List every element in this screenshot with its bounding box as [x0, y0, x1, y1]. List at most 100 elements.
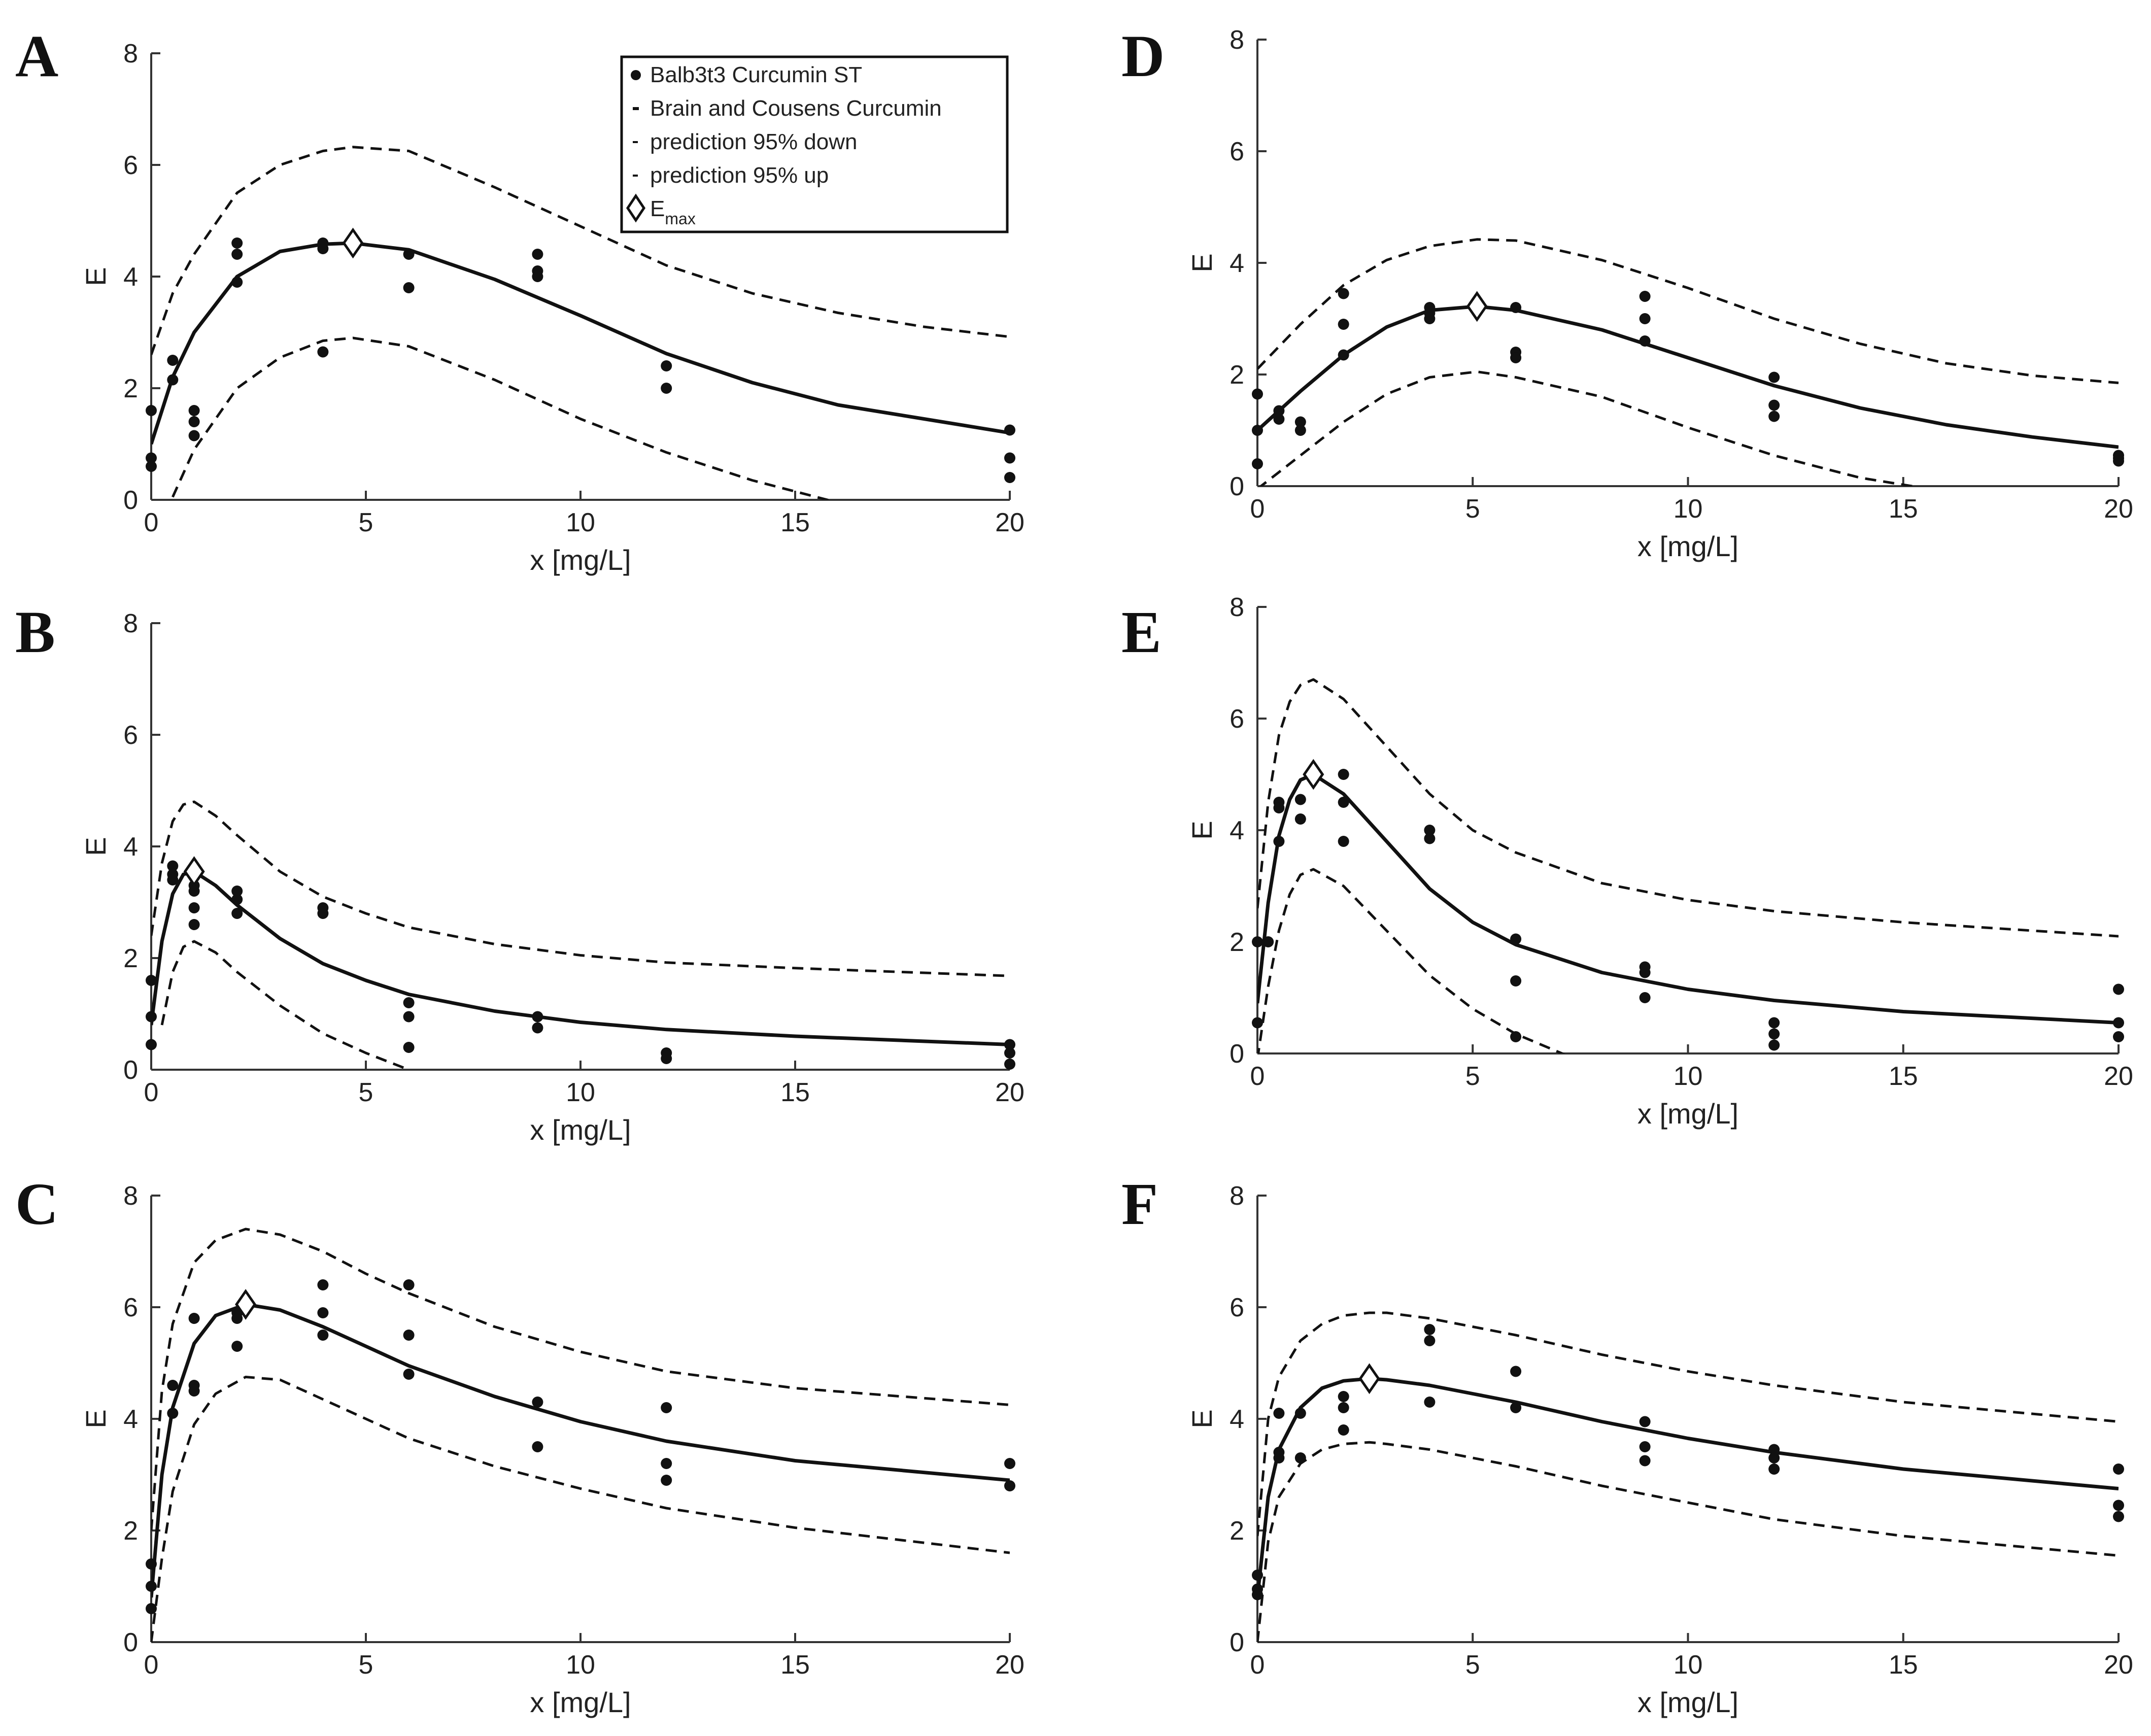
panel-letter: C	[15, 1171, 58, 1237]
data-point	[1424, 1324, 1436, 1335]
data-point	[231, 1313, 243, 1324]
data-point	[1294, 1452, 1306, 1463]
data-point	[231, 908, 243, 919]
data-point	[231, 1341, 243, 1352]
data-point	[1338, 319, 1349, 330]
y-tick-label: 2	[1230, 928, 1244, 957]
data-point	[167, 374, 179, 386]
y-tick-label: 0	[123, 1628, 138, 1657]
data-point	[188, 919, 200, 930]
data-point	[1252, 1570, 1263, 1581]
data-point	[1424, 313, 1436, 324]
data-point	[146, 1039, 157, 1050]
data-point	[167, 860, 179, 872]
y-tick-label: 8	[1230, 1181, 1244, 1211]
data-point	[1768, 399, 1780, 411]
emax-diamond-marker	[183, 856, 205, 887]
data-point	[167, 1408, 179, 1419]
x-tick-label: 15	[1889, 1062, 1918, 1091]
panel-d: D 0 5 10 15 20 0 2 4 6 8 x [mg/L] E	[1121, 23, 2133, 562]
data-point	[403, 1330, 415, 1341]
data-point	[1639, 967, 1651, 978]
data-point	[188, 430, 200, 441]
data-point	[1768, 1017, 1780, 1029]
data-point	[1338, 1402, 1349, 1413]
panel-letter: D	[1121, 23, 1165, 89]
x-tick-label: 10	[566, 1078, 595, 1107]
y-tick-label: 0	[1230, 472, 1244, 501]
data-point	[1294, 1408, 1306, 1419]
x-tick-label: 20	[2104, 494, 2133, 524]
prediction-band-line	[151, 1228, 1010, 1531]
y-tick-label: 4	[123, 1405, 138, 1434]
prediction-band-line	[1257, 678, 2119, 938]
x-tick-label: 5	[1465, 1062, 1480, 1091]
panel-letter: A	[15, 23, 58, 89]
data-point	[1768, 1444, 1780, 1455]
x-axis-label: x [mg/L]	[1637, 1098, 1738, 1130]
data-point	[661, 1475, 672, 1486]
data-point	[1639, 1441, 1651, 1452]
data-point	[317, 1330, 329, 1341]
y-axis-label: E	[1186, 253, 1218, 272]
data-point	[661, 1402, 672, 1413]
legend-label-text: Balb3t3 Curcumin ST	[650, 62, 862, 87]
x-tick-label: 15	[1889, 494, 1918, 524]
panel-b: B 0 5 10 15 20 0 2 4 6 8 x [mg/L] E	[15, 599, 1025, 1146]
data-point	[1273, 836, 1285, 847]
data-point	[2113, 455, 2124, 467]
y-axis-label: E	[80, 837, 112, 856]
data-point	[1639, 335, 1651, 347]
data-point	[1252, 936, 1263, 947]
data-point	[231, 237, 243, 249]
data-point	[1338, 769, 1349, 780]
emax-diamond-marker	[342, 227, 364, 259]
data-point	[1252, 425, 1263, 436]
data-point	[188, 1313, 200, 1324]
data-point	[146, 1581, 157, 1592]
data-point	[188, 1385, 200, 1397]
data-point	[188, 416, 200, 427]
x-axis-label: x [mg/L]	[530, 1686, 631, 1718]
fit-line	[1257, 304, 2119, 449]
x-tick-label: 15	[1889, 1650, 1918, 1680]
data-point	[1273, 405, 1285, 417]
data-point	[1273, 1408, 1285, 1419]
x-tick-label: 5	[359, 508, 373, 537]
legend-dot-marker	[631, 70, 641, 80]
data-point	[1768, 1463, 1780, 1475]
data-points	[1252, 1324, 2124, 1601]
prediction-band-line	[1257, 1311, 2119, 1537]
data-point	[1639, 291, 1651, 302]
data-point	[1510, 933, 1522, 945]
y-tick-label: 4	[123, 262, 138, 292]
x-tick-label: 5	[359, 1650, 373, 1680]
data-point	[1639, 1455, 1651, 1467]
prediction-band-line	[151, 146, 1010, 355]
data-point	[146, 975, 157, 986]
curves	[1257, 1311, 2119, 1642]
data-point	[2113, 1500, 2124, 1511]
data-point	[2113, 1511, 2124, 1522]
data-point	[1338, 1424, 1349, 1436]
data-point	[167, 1380, 179, 1391]
x-tick-label: 0	[144, 1078, 159, 1107]
fit-line	[1257, 1377, 2119, 1598]
x-tick-label: 0	[144, 1650, 159, 1680]
prediction-band-line	[1258, 370, 1920, 486]
data-point	[2113, 1031, 2124, 1042]
data-point	[317, 1307, 329, 1318]
data-point	[2113, 1463, 2124, 1475]
legend-label: prediction 95% up	[650, 163, 829, 188]
data-point	[2113, 983, 2124, 995]
y-tick-label: 8	[123, 609, 138, 638]
x-axis-label: x [mg/L]	[1637, 530, 1738, 562]
panel-letter: B	[15, 599, 55, 665]
data-points	[1252, 288, 2124, 469]
data-point	[1424, 833, 1436, 844]
data-point	[661, 1053, 672, 1064]
data-point	[1510, 352, 1522, 363]
y-axis-label: E	[1186, 821, 1218, 839]
legend: Balb3t3 Curcumin ST Brain and Cousens Cur…	[620, 55, 1009, 233]
panel-e: E 0 5 10 15 20 0 2 4 6 8 x [mg/L] E	[1121, 593, 2133, 1130]
